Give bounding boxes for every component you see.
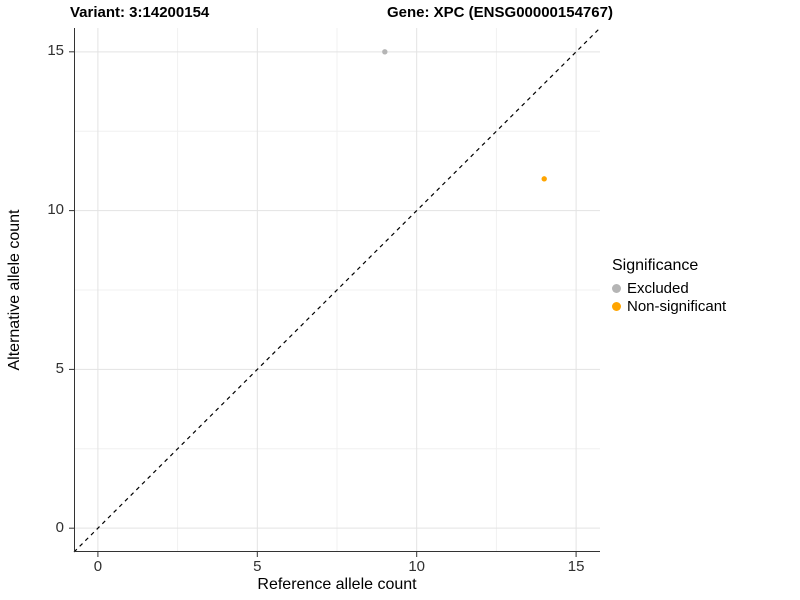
legend-title: Significance (612, 257, 699, 274)
plot-title-variant: Variant: 3:14200154 (70, 4, 210, 21)
legend-item-label: Non-significant (627, 297, 727, 315)
x-tick-label: 15 (567, 558, 585, 575)
legend-key-dot-icon (612, 301, 621, 311)
legend-item-non-significant: Non-significant (612, 297, 726, 315)
y-tick-label: 15 (47, 42, 64, 60)
identity-reference-line (73, 27, 601, 553)
legend: Significance Excluded Non-significant (612, 257, 726, 315)
y-tick-label: 10 (47, 201, 64, 219)
x-tick-label: 5 (253, 558, 262, 575)
legend-items: Excluded Non-significant (612, 279, 726, 315)
y-tick-label: 5 (55, 359, 64, 377)
legend-item-label: Excluded (627, 279, 689, 297)
y-tick-label: 0 (55, 518, 64, 536)
plot-area-svg (69, 27, 601, 557)
data-point-excluded (382, 49, 388, 55)
data-point-non-significant (541, 176, 547, 182)
x-tick-label: 10 (408, 558, 426, 575)
plot-panel (69, 27, 601, 557)
legend-key-dot-icon (612, 283, 621, 293)
x-axis-title: Reference allele count (257, 576, 417, 593)
legend-item-excluded: Excluded (612, 279, 726, 297)
x-tick-label: 0 (93, 558, 103, 575)
y-axis-title: Alternative allele count (6, 209, 23, 371)
plot-title-gene: Gene: XPC (ENSG00000154767) (387, 4, 613, 21)
